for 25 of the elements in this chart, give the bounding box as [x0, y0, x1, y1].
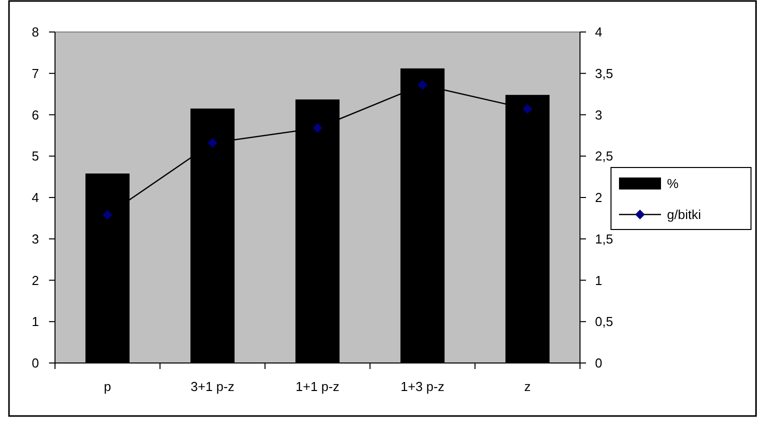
y-tick-label: 1 [32, 314, 39, 330]
y-tick-label: 7 [32, 66, 39, 81]
y2-tick-label: 3,5 [595, 66, 614, 81]
y2-tick-label: 0,5 [595, 314, 614, 330]
y2-tick-label: 3 [595, 107, 602, 122]
y-tick-label: 8 [32, 24, 39, 40]
y-tick-label: 3 [32, 231, 39, 246]
legend-label: % [667, 176, 679, 192]
x-tick-label: p [104, 379, 112, 394]
x-tick-label: 1+3 p-z [400, 379, 444, 394]
y-tick-label: 0 [32, 356, 39, 371]
y-tick-label: 2 [32, 272, 39, 288]
y2-tick-label: 4 [595, 24, 602, 40]
x-tick-label: z [524, 379, 531, 394]
y-tick-label: 4 [32, 190, 39, 206]
y-tick-label: 6 [32, 107, 39, 122]
legend-label: g/bitki [667, 207, 702, 222]
x-tick-label: 3+1 p-z [190, 379, 234, 394]
x-tick-label: 1+1 p-z [296, 379, 340, 394]
y2-tick-label: 2,5 [595, 148, 614, 164]
y2-tick-label: 1 [595, 272, 602, 288]
y2-tick-label: 0 [595, 356, 602, 371]
y2-tick-label: 1,5 [595, 231, 614, 246]
y-tick-label: 5 [32, 148, 39, 164]
y2-tick-label: 2 [595, 190, 602, 206]
